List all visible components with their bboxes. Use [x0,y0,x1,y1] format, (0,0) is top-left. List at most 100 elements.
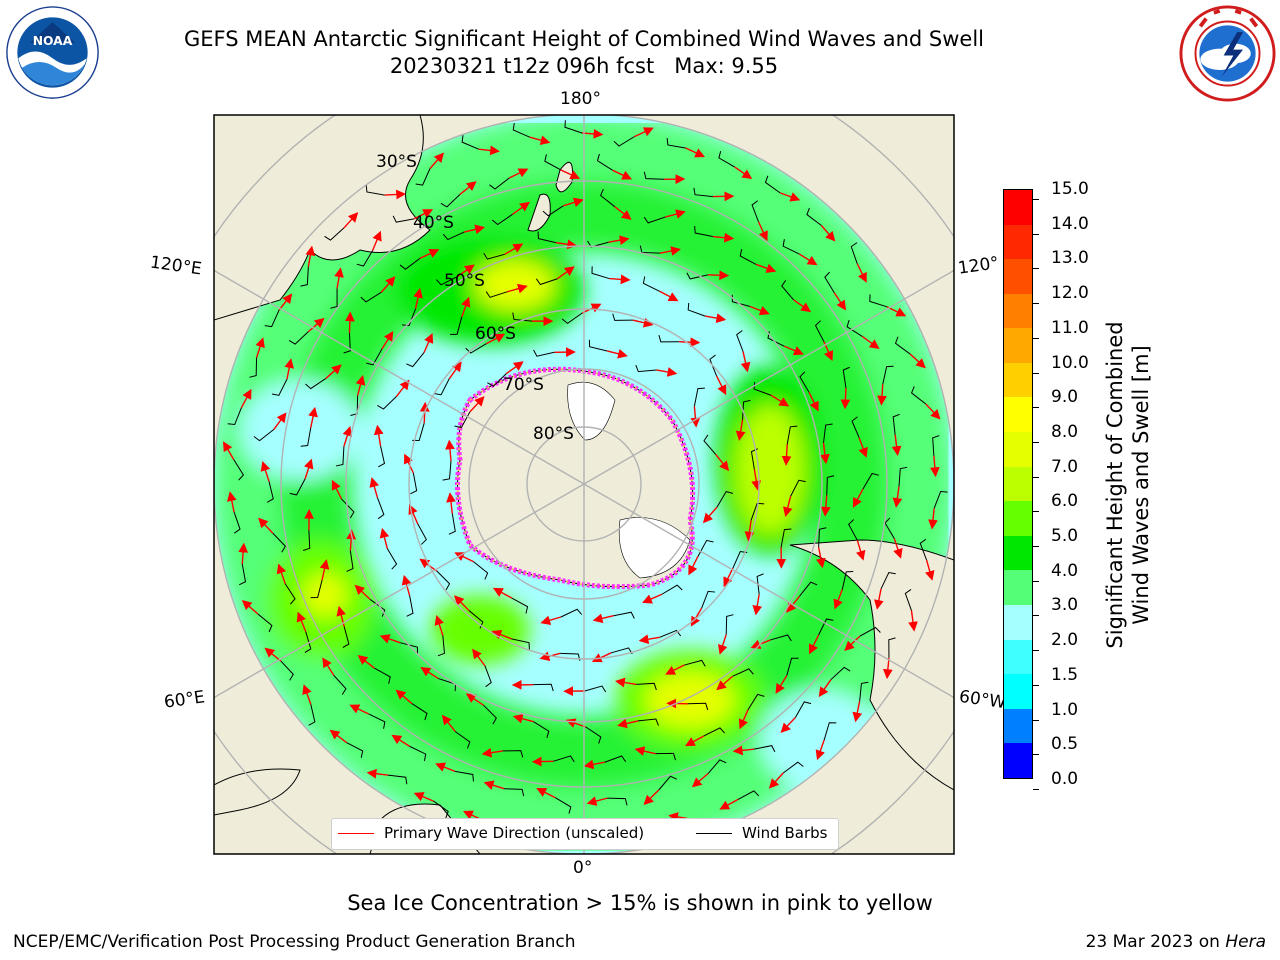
wave-direction-arrow [296,611,307,632]
wave-direction-arrow [719,798,739,810]
wind-barb [687,702,709,711]
wind-barb [233,512,241,534]
colorbar-tick: 12.0 [1033,283,1089,313]
colorbar-tick: 0.5 [1033,734,1078,764]
wave-direction-arrow [379,527,390,549]
wind-barb [786,425,798,445]
wind-barb [392,215,415,223]
wind-barb [288,331,309,345]
wave-direction-arrow [615,677,637,688]
wind-barb [716,491,734,508]
wave-direction-arrow [491,630,512,640]
colorbar-label: Significant Height of Combined Wind Wave… [1103,321,1153,649]
wave-direction-arrow [381,331,394,350]
wind-barb [701,590,716,609]
wave-direction-arrow [844,635,861,652]
wave-direction-arrow [659,290,679,302]
wave-direction-arrow [423,332,434,353]
wind-barb [465,343,487,354]
chart-subtitle: 20230321 t12z 096h fcst Max: 9.55 [84,54,1084,78]
wave-direction-arrow [704,313,727,323]
wave-direction-arrow [656,367,678,377]
wave-direction-arrow [893,538,903,559]
colorbar-tick: 11.0 [1033,318,1089,348]
wind-barb [485,291,508,298]
wind-barb [484,665,492,688]
wind-barb [343,332,351,354]
wave-direction-arrow [380,276,396,293]
wave-direction-arrow [255,337,265,358]
wave-direction-arrow [833,589,843,610]
wind-barb [850,242,858,264]
wind-barb [770,634,792,642]
wave-direction-arrow [886,306,907,317]
wind-barb [933,490,948,509]
wave-direction-arrow [858,437,868,458]
wave-direction-arrow [882,657,893,680]
wind-barb [537,231,557,244]
wave-direction-arrow [273,412,287,430]
colorbar-bin [1004,708,1032,744]
wind-barb [561,312,583,324]
wind-barb [703,434,717,455]
nws-logo [1179,5,1276,102]
wave-direction-arrow [690,406,701,428]
wave-direction-arrow [481,747,503,758]
wave-direction-arrow [634,127,654,138]
colorbar [1003,189,1033,779]
wind-barb [661,584,683,595]
wind-barb [487,373,507,387]
wind-barb [415,168,431,186]
wind-barb [271,378,288,396]
wind-barb [402,308,417,327]
wind-barb [511,597,529,614]
wave-direction-arrow [308,406,318,428]
colorbar-bin [1004,466,1032,502]
wind-barb [366,348,383,366]
wave-direction-arrow [536,788,556,799]
wind-barb [684,659,706,667]
wave-direction-arrow [504,243,524,255]
colorbar-tick: 1.0 [1033,700,1078,730]
colorbar-bin [1004,604,1032,640]
wind-barb [643,216,666,224]
wave-direction-arrow [560,169,581,180]
wave-direction-arrow [413,287,423,309]
wind-barb [658,775,677,791]
wave-direction-arrow [738,709,749,730]
wind-barb [257,613,273,633]
wave-direction-arrow [344,311,355,333]
wave-direction-arrow [757,221,768,242]
colorbar-bin [1004,743,1032,778]
wind-barb [607,797,628,806]
wave-direction-arrow [461,296,471,318]
wind-barb [511,638,530,650]
wind-barb [489,177,510,190]
wind-barb [584,685,607,693]
wave-direction-arrow [329,729,348,744]
wave-direction-arrow [909,353,926,369]
lat-label-30s: 30°S [376,152,417,172]
wind-barb [637,718,659,726]
wave-direction-arrow [716,675,733,691]
wave-direction-arrow [456,264,475,278]
footer-branch: NCEP/EMC/Verification Post Processing Pr… [13,932,576,952]
wave-direction-arrow [768,772,784,789]
wind-barb [376,497,385,520]
wind-barb [613,611,635,619]
colorbar-tick: 10.0 [1033,353,1089,383]
wave-direction-arrow [485,333,506,345]
wave-direction-arrow [606,349,628,359]
wave-direction-arrow [678,337,701,348]
wave-direction-arrow [343,212,359,229]
wind-barb [604,755,627,763]
wind-barb [342,626,350,648]
wind-barb [783,761,804,774]
wave-direction-arrow [446,492,456,514]
wind-barb [814,320,825,342]
wind-barb [238,563,247,586]
colorbar-tick: 5.0 [1033,526,1078,556]
wave-direction-arrow [391,734,410,747]
wind-barb [369,599,386,617]
